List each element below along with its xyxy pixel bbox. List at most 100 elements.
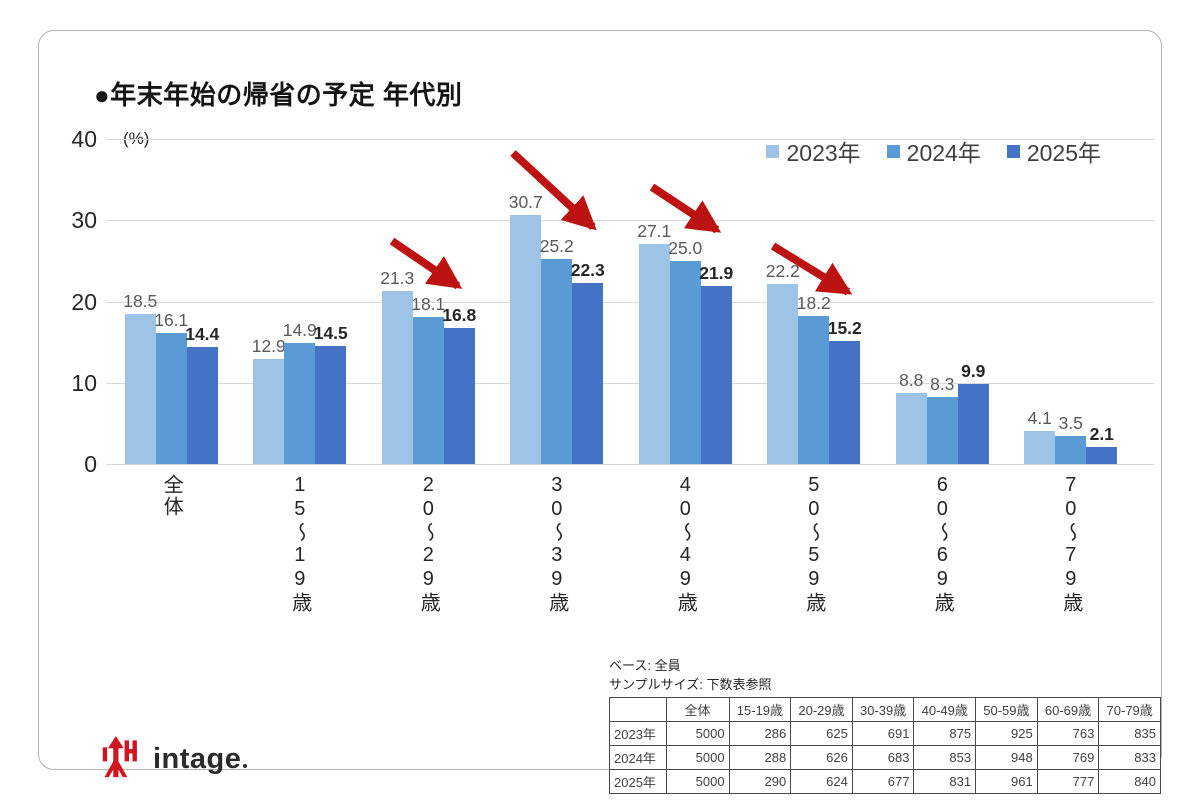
table-value-cell: 290 [728,769,792,794]
grid-line [106,139,1154,140]
table-value-cell: 691 [851,721,915,746]
bar-value-label: 8.3 [930,373,955,394]
bar-value-label: 12.9 [251,336,286,357]
bar [926,396,958,464]
table-header-cell: 70-79歳 [1098,697,1161,722]
bar-value-label: 18.1 [411,293,446,314]
grid-line [106,220,1154,222]
table-value-cell: 5000 [665,745,730,770]
bar [957,383,989,464]
x-category-label: 70〜79歳 [1059,474,1082,614]
bar-value-label: 25.2 [539,236,574,257]
x-category-label: 50〜59歳 [802,474,825,614]
grid-line [106,464,1154,465]
grid-line [106,301,1154,303]
legend-item: 2024年 [886,134,981,168]
bar [186,347,218,464]
bar-value-label: 14.9 [282,319,317,340]
x-category-label: 全体 [160,474,183,518]
note-sample-size: サンプルサイズ: 下数表参照 [609,677,772,692]
table-year-cell: 2024年 [609,745,667,770]
table-header-cell: 15-19歳 [728,697,792,722]
table-value-cell: 925 [975,721,1038,746]
table-row: 2024年 5000 288 626 683 853 948 769 833 [609,745,1161,770]
intage-logo: intage [101,735,248,784]
x-category-label: 40〜49歳 [674,474,697,614]
bar [1024,430,1056,464]
bar-value-label: 4.1 [1027,407,1052,428]
bar [541,259,573,464]
sample-size-table: 全体 15-19歳 20-29歳 30-39歳 40-49歳 50-59歳 60-69歳 70… [609,697,1161,794]
table-row: 2025年 5000 290 624 677 831 961 777 840 [609,769,1161,794]
bar [284,342,316,464]
bar [829,340,861,464]
x-category-label: 20〜29歳 [417,474,440,614]
bar-value-label: 21.9 [699,263,734,284]
grid-line [106,382,1154,384]
bar-value-label: 30.7 [508,191,543,212]
legend-swatch [886,144,900,158]
y-tick-label: 10 [71,369,97,396]
bar [124,313,156,464]
table-value-cell: 831 [913,769,977,794]
y-tick-label: 20 [71,288,97,315]
table-value-cell: 835 [1098,721,1161,746]
intage-logo-text: intage [153,743,248,776]
legend-label: 2025年 [1026,140,1101,166]
table-value-cell: 763 [1036,721,1100,746]
table-header-cell: 50-59歳 [975,697,1038,722]
bar-value-label: 3.5 [1058,412,1083,433]
bar-value-label: 25.0 [668,237,703,258]
bar-value-label: 14.4 [185,324,220,344]
table-value-cell: 288 [728,745,792,770]
table-value-cell: 677 [851,769,915,794]
table-year-cell: 2025年 [609,769,667,794]
legend: 2023年 2024年 2025年 [766,134,1101,168]
table-header-cell: 全体 [665,697,730,722]
bar-value-label: 8.8 [899,369,924,390]
bar-value-label: 18.2 [796,293,831,314]
table-value-cell: 5000 [665,769,730,794]
legend-label: 2023年 [786,140,861,166]
bar [510,214,542,464]
bar [638,243,670,464]
table-value-cell: 286 [728,721,792,746]
table-value-cell: 948 [975,745,1038,770]
bar-value-label: 14.5 [313,323,348,344]
table-header-cell [609,697,667,722]
table-value-cell: 625 [790,721,853,746]
legend-swatch [766,144,780,158]
bar-value-label: 2.1 [1089,423,1114,444]
legend-item: 2025年 [1006,134,1101,168]
table-value-cell: 853 [913,745,977,770]
table-value-cell: 626 [790,745,853,770]
intage-logo-icon [101,735,143,784]
legend-swatch [1006,144,1020,158]
table-value-cell: 5000 [665,721,730,746]
bar-value-label: 15.2 [827,317,862,338]
legend-item: 2023年 [766,134,861,168]
x-category-label: 30〜39歳 [545,474,568,614]
table-header-cell: 30-39歳 [851,697,915,722]
bar [412,316,444,464]
bar [669,260,701,464]
bar-value-label: 16.8 [442,304,477,325]
bar-value-label: 18.5 [123,290,158,311]
bar [798,316,830,464]
bar-value-label: 22.2 [765,260,800,281]
bar-value-label: 21.3 [380,267,415,288]
note-base: ベース: 全員 [609,658,681,673]
bar-value-label: 16.1 [154,310,189,331]
table-header-cell: 40-49歳 [913,697,977,722]
bar [443,327,475,464]
bar-value-label: 22.3 [570,259,605,280]
y-tick-label: 0 [84,451,97,477]
table-header-cell: 20-29歳 [790,697,853,722]
bar [1086,446,1118,464]
logo-trademark-dot [243,764,248,768]
chart-title: ●年末年始の帰省の予定 年代別 [94,80,463,110]
bar [315,346,347,464]
table-value-cell: 961 [975,769,1038,794]
x-category-label: 60〜69歳 [931,474,954,614]
table-value-cell: 683 [851,745,915,770]
